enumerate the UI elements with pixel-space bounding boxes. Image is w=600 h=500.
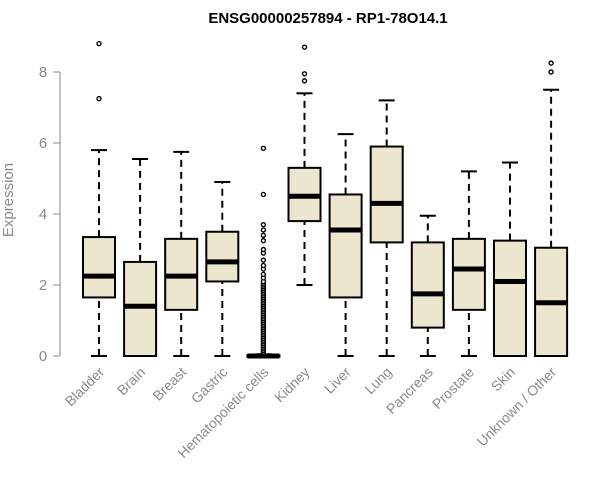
boxes-layer	[82, 40, 569, 359]
x-tick-label-kidney: Kidney	[271, 364, 313, 406]
x-tick-label-bladder: Bladder	[62, 364, 108, 410]
y-tick-label-4: 4	[39, 206, 47, 223]
outlier-point	[96, 40, 102, 47]
box-iqr	[493, 239, 527, 357]
outlier-point	[260, 237, 267, 244]
y-tick-label-2: 2	[39, 277, 47, 294]
box-gastric	[205, 181, 240, 357]
box-iqr	[123, 260, 158, 357]
box-brain	[123, 157, 158, 357]
box-breast	[164, 150, 199, 357]
outlier-point	[548, 60, 554, 66]
x-tick-label-lung: Lung	[361, 364, 394, 397]
box-hematopoietic-cells	[246, 145, 281, 359]
box-iqr	[451, 237, 486, 311]
box-unknown-other	[534, 60, 569, 358]
y-tick-label-6: 6	[39, 135, 47, 152]
outlier-point	[260, 191, 267, 198]
y-axis-label: Expression	[0, 163, 17, 237]
box-iqr	[82, 236, 116, 299]
box-bladder	[82, 40, 116, 357]
box-liver	[328, 133, 363, 357]
outlier-point	[260, 227, 267, 233]
box-iqr	[328, 193, 363, 299]
outlier-point	[96, 95, 102, 102]
box-prostate	[451, 170, 486, 357]
outlier-point	[301, 44, 308, 50]
x-tick-label-brain: Brain	[114, 364, 148, 398]
box-iqr	[369, 145, 404, 244]
outlier-point	[260, 232, 267, 239]
outlier-point	[301, 71, 308, 77]
x-tick-label-breast: Breast	[149, 364, 189, 404]
y-axis: 0 2 4 6 8	[39, 64, 61, 365]
box-kidney	[287, 44, 322, 286]
outlier-point	[260, 145, 267, 152]
chart-title: ENSG00000257894 - RP1-78O14.1	[208, 10, 447, 27]
outlier-point	[260, 221, 267, 228]
box-skin	[493, 161, 527, 357]
outlier-point	[260, 257, 267, 263]
outlier-point	[260, 271, 267, 278]
box-lung	[369, 99, 404, 357]
y-tick-label-0: 0	[39, 348, 47, 365]
outlier-point	[260, 262, 267, 269]
box-iqr	[205, 230, 240, 283]
box-pancreas	[410, 214, 445, 357]
outlier-point	[301, 78, 308, 84]
x-tick-label-skin: Skin	[488, 364, 519, 395]
y-tick-label-8: 8	[39, 64, 47, 81]
x-tick-label-liver: Liver	[321, 364, 354, 397]
outlier-point	[548, 69, 554, 75]
box-iqr	[410, 241, 445, 329]
x-tick-label-prostate: Prostate	[429, 364, 477, 412]
outlier-point	[260, 246, 267, 253]
